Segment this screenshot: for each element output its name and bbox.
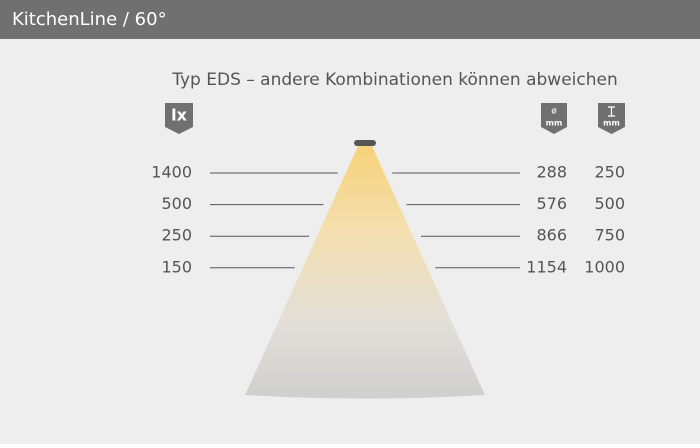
diameter-value: 1154 xyxy=(526,257,567,276)
light-cone xyxy=(245,146,485,399)
distance-value: 250 xyxy=(594,163,625,182)
lux-value: 1400 xyxy=(151,163,192,182)
distance-value: 1000 xyxy=(584,257,625,276)
diameter-icon-symbol: ø xyxy=(551,107,557,117)
distance-icon-unit: mm xyxy=(603,119,620,128)
header-title: KitchenLine / 60° xyxy=(12,9,167,30)
diameter-icon xyxy=(541,103,567,134)
lux-value: 150 xyxy=(161,257,192,276)
header-bar xyxy=(0,0,700,39)
distance-value: 750 xyxy=(594,226,625,245)
distance-value: 500 xyxy=(594,194,625,213)
lamp xyxy=(354,140,376,146)
distance-icon-arrow xyxy=(608,106,615,117)
diameter-value: 576 xyxy=(536,194,567,213)
distance-icon xyxy=(598,103,625,134)
lux-value: 500 xyxy=(161,194,192,213)
lux-value: 250 xyxy=(161,226,192,245)
diameter-value: 288 xyxy=(536,163,567,182)
lux-icon-label: lx xyxy=(171,106,187,125)
diameter-value: 866 xyxy=(536,226,567,245)
rows: 1400 288 250 500 576 500 250 866 750 150 1154 1000 xyxy=(151,163,625,277)
lux-icon xyxy=(165,103,193,134)
diameter-icon-unit: mm xyxy=(546,119,563,128)
subtitle: Typ EDS – andere Kombinationen können ab… xyxy=(171,70,618,90)
